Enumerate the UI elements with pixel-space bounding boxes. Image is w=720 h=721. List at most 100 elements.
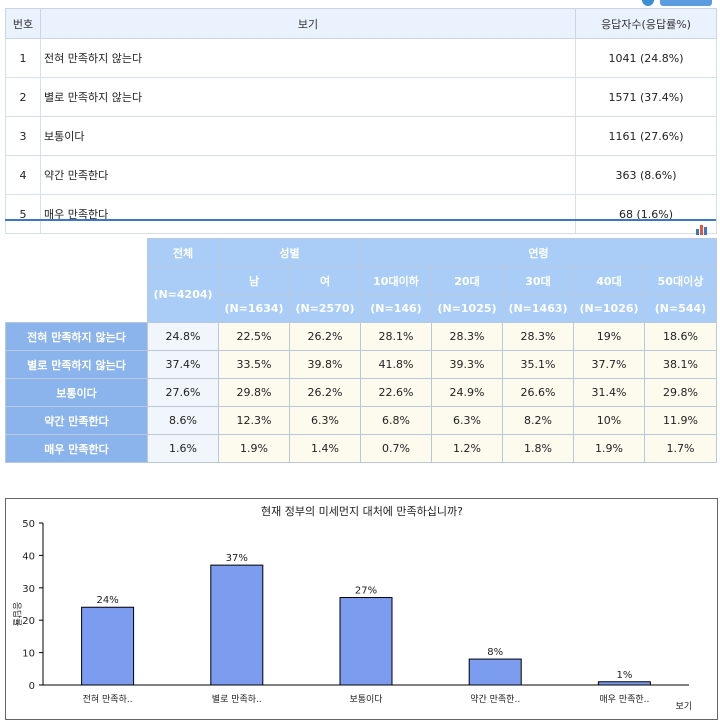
row-number: 2 [5, 77, 41, 117]
cell-value: 24.9% [431, 378, 503, 407]
cell-value: 1.7% [644, 434, 717, 463]
group-n: (N=1026) [573, 294, 645, 323]
cell-value: 26.2% [289, 322, 361, 351]
cell-value: 28.3% [431, 322, 503, 351]
bar [468, 658, 522, 686]
cell-value: 8.6% [147, 406, 219, 435]
cell-value: 6.3% [289, 406, 361, 435]
cell-value: 1.2% [431, 434, 503, 463]
cell-value: 22.6% [360, 378, 432, 407]
group-n: (N=1634) [218, 294, 290, 323]
row-option-label: 전혀 만족하지 않는다 [40, 38, 576, 78]
total-n: (N=4204) [147, 266, 219, 323]
row-option-label: 매우 만족한다 [40, 194, 576, 234]
top-button[interactable] [660, 0, 712, 6]
cell-value: 12.3% [218, 406, 290, 435]
cell-value: 6.3% [431, 406, 503, 435]
row-response-value: 363 (8.6%) [575, 155, 717, 195]
table-row: 별로 만족하지 않는다 37.4% 33.5% 39.8% 41.8% 39.3% 35.1… [5, 350, 717, 379]
table-row: 2 별로 만족하지 않는다 1571 (37.4%) [5, 77, 717, 117]
corner-blank [5, 294, 148, 323]
y-tick-label: 10 [22, 649, 35, 660]
group-n: (N=544) [644, 294, 717, 323]
x-tick-label: 별로 만족하.. [212, 694, 262, 705]
y-tick-label: 30 [22, 584, 35, 595]
table-row: 전혀 만족하지 않는다 24.8% 22.5% 26.2% 28.1% 28.3% 28.3… [5, 322, 717, 351]
cell-value: 29.8% [644, 378, 717, 407]
group-header: 50대이상 [644, 266, 717, 295]
cross-tab-table: 전체 성별 연령 (N=4204) 남 여 10대이하 20대 30대 40대 50대이상 (… [5, 238, 717, 463]
group-header: 남 [218, 266, 290, 295]
cell-value: 24.8% [147, 322, 219, 351]
cell-value: 18.6% [644, 322, 717, 351]
table-row: 3 보통이다 1161 (27.6%) [5, 116, 717, 156]
x-tick-label: 약간 만족한.. [470, 693, 520, 705]
y-axis-label: 응답률 [11, 602, 23, 627]
bar [597, 681, 651, 686]
cell-value: 37.7% [573, 350, 645, 379]
chart-title: 현재 정부의 미세먼지 대처에 만족하십니까? [261, 504, 463, 518]
header-count: 응답자수(응답률%) [575, 8, 717, 39]
globe-icon[interactable] [642, 0, 654, 6]
table-row: 4 약간 만족한다 363 (8.6%) [5, 155, 717, 195]
bar [339, 597, 393, 686]
cell-value: 38.1% [644, 350, 717, 379]
group-header: 10대이하 [360, 266, 432, 295]
cell-value: 41.8% [360, 350, 432, 379]
gender-header: 성별 [218, 238, 361, 267]
cell-value: 39.8% [289, 350, 361, 379]
row-option-label: 보통이다 [40, 116, 576, 156]
age-header: 연령 [360, 238, 717, 267]
cell-value: 28.3% [502, 322, 574, 351]
cell-value: 27.6% [147, 378, 219, 407]
x-tick-label: 전혀 만족하.. [83, 694, 133, 705]
bar-value-label: 8% [487, 647, 503, 658]
cell-value: 37.4% [147, 350, 219, 379]
group-header: 여 [289, 266, 361, 295]
row-number: 1 [5, 38, 41, 78]
cell-value: 26.6% [502, 378, 574, 407]
table-bottom-border [5, 219, 716, 221]
row-label: 보통이다 [5, 378, 148, 407]
cell-value: 28.1% [360, 322, 432, 351]
group-header: 20대 [431, 266, 503, 295]
y-tick-label: 20 [22, 616, 35, 627]
bar-value-label: 37% [226, 553, 248, 564]
bar-chart-icon[interactable] [696, 223, 710, 235]
group-n: (N=2570) [289, 294, 361, 323]
group-header: 40대 [573, 266, 645, 295]
row-label: 약간 만족한다 [5, 406, 148, 435]
table-row: 약간 만족한다 8.6% 12.3% 6.3% 6.8% 6.3% 8.2% 10% 11.9% [5, 406, 717, 435]
y-tick-label: 50 [22, 519, 35, 530]
group-n: (N=1463) [502, 294, 574, 323]
cell-value: 6.8% [360, 406, 432, 435]
bar [81, 606, 135, 686]
bar-chart: 현재 정부의 미세먼지 대처에 만족하십니까? 0 10 20 30 40 50 응답률 24%… [5, 498, 718, 720]
cell-value: 0.7% [360, 434, 432, 463]
table-row: 매우 만족한다 1.6% 1.9% 1.4% 0.7% 1.2% 1.8% 1.9% 1.7% [5, 434, 717, 463]
cell-value: 11.9% [644, 406, 717, 435]
cell-value: 33.5% [218, 350, 290, 379]
corner-blank [5, 238, 148, 295]
cell-value: 1.9% [573, 434, 645, 463]
cell-value: 8.2% [502, 406, 574, 435]
row-response-value: 1041 (24.8%) [575, 38, 717, 78]
cell-value: 1.9% [218, 434, 290, 463]
row-number: 4 [5, 155, 41, 195]
row-option-label: 별로 만족하지 않는다 [40, 77, 576, 117]
total-header: 전체 [147, 238, 219, 267]
table-row: 5 매우 만족한다 68 (1.6%) [5, 194, 717, 234]
x-axis-label: 보기 [675, 701, 692, 712]
bar-value-label: 27% [355, 586, 377, 597]
group-n: (N=146) [360, 294, 432, 323]
cell-value: 29.8% [218, 378, 290, 407]
table-row: 1 전혀 만족하지 않는다 1041 (24.8%) [5, 38, 717, 78]
cell-value: 22.5% [218, 322, 290, 351]
cell-value: 26.2% [289, 378, 361, 407]
row-response-value: 68 (1.6%) [575, 194, 717, 234]
table-row: 보통이다 27.6% 29.8% 26.2% 22.6% 24.9% 26.6% 31.4% 2… [5, 378, 717, 407]
cell-value: 1.8% [502, 434, 574, 463]
cell-value: 31.4% [573, 378, 645, 407]
survey-response-table: 번호 보기 응답자수(응답률%) 1 전혀 만족하지 않는다 1041 (24.8%… [5, 8, 717, 234]
y-tick-label: 0 [29, 681, 35, 692]
